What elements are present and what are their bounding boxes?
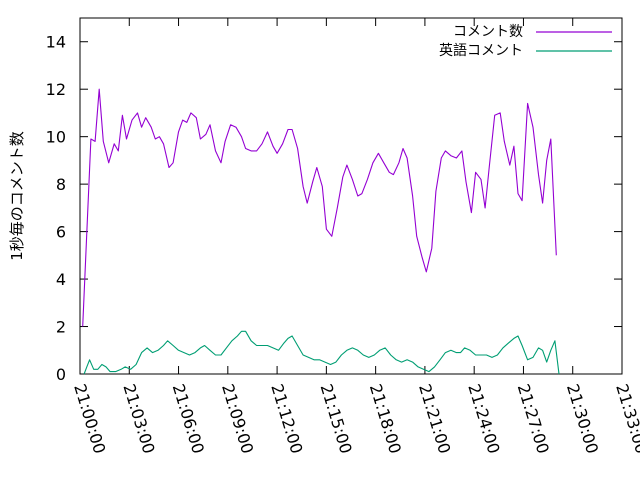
y-axis-label: 1秒毎のコメント数 <box>8 131 26 261</box>
series-line-1 <box>83 330 560 375</box>
x-tick-label: 21:27:00 <box>514 382 553 456</box>
x-tick-label: 21:12:00 <box>267 382 306 456</box>
x-tick-label: 21:03:00 <box>119 382 158 456</box>
legend: コメント数 英語コメント <box>439 24 612 59</box>
y-axis: 0 2 4 6 8 10 12 14 <box>46 33 622 384</box>
y-tick-label: 0 <box>56 365 66 384</box>
legend-label-english-comments: 英語コメント <box>439 42 523 59</box>
y-tick-label: 10 <box>46 128 66 147</box>
x-tick-label: 21:09:00 <box>218 382 257 456</box>
x-tick-label: 21:00:00 <box>70 382 109 456</box>
x-tick-label: 21:24:00 <box>464 382 503 456</box>
x-tick-label: 21:18:00 <box>366 382 405 456</box>
x-tick-label: 21:21:00 <box>415 382 454 456</box>
x-tick-label: 21:06:00 <box>169 382 208 456</box>
y-tick-label: 6 <box>56 223 66 242</box>
plot-frame <box>79 17 623 375</box>
x-tick-label: 21:15:00 <box>317 382 356 456</box>
y-tick-label: 2 <box>56 318 66 337</box>
series-layer <box>82 88 560 375</box>
x-tick-label: 21:30:00 <box>563 382 602 456</box>
x-axis: 21:00:00 21:03:00 21:06:00 21:09:00 21:12:00… <box>70 18 640 456</box>
series-line-0 <box>82 88 557 327</box>
legend-label-comments: コメント数 <box>453 24 523 40</box>
y-tick-label: 4 <box>56 270 66 289</box>
x-tick-label: 21:33:00 <box>612 382 640 456</box>
y-tick-label: 8 <box>56 175 66 194</box>
y-tick-label: 14 <box>46 33 66 52</box>
y-tick-label: 12 <box>46 80 66 99</box>
